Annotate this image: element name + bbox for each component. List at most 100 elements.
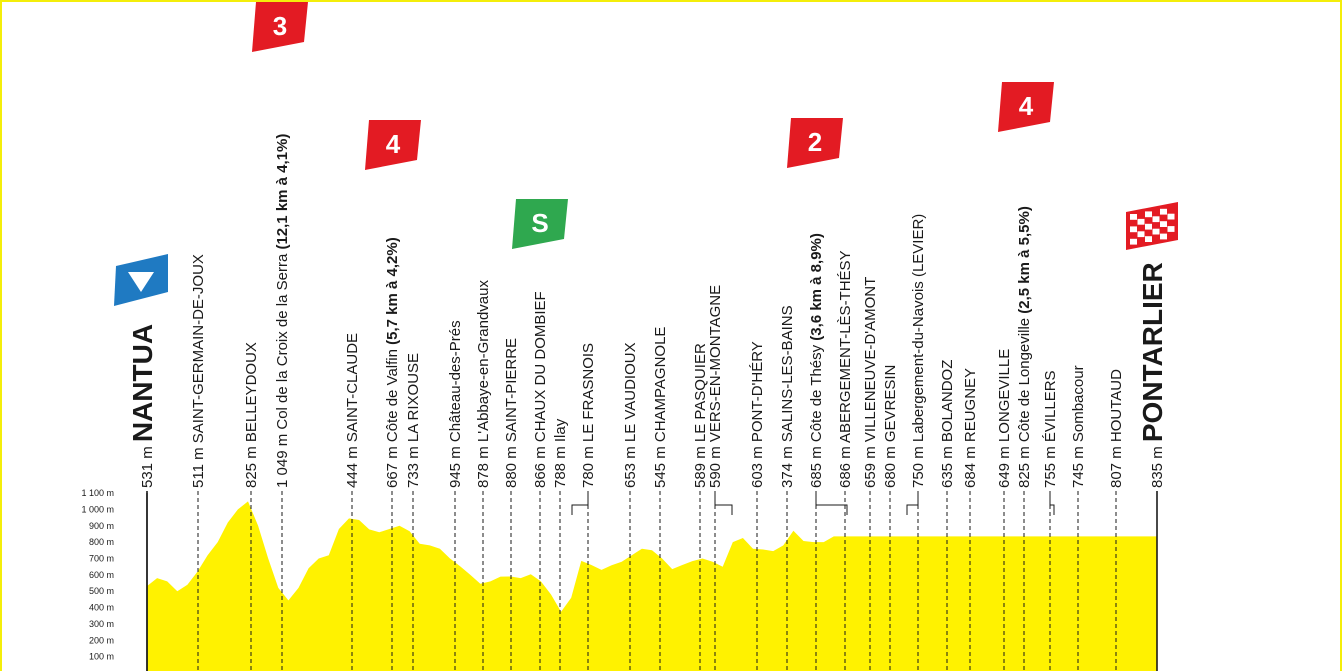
route-marker-elbow <box>815 491 848 515</box>
y-tick-label: 1 000 m <box>81 504 114 514</box>
route-point-name: PONTARLIER <box>1137 262 1168 442</box>
finish-flag-check <box>1160 208 1167 215</box>
route-point-name: Côte de Valfin <box>384 349 401 442</box>
route-point-label: 680 m GEVRESIN <box>882 365 899 488</box>
y-tick-label: 300 m <box>89 619 114 629</box>
route-point-name: VERS-EN-MONTAGNE <box>707 285 724 442</box>
route-point-altitude: 653 m <box>622 442 639 488</box>
route-point-label: 866 m CHAUX DU DOMBIEF <box>532 291 549 488</box>
finish-flag-check <box>1130 226 1137 233</box>
finish-flag-check <box>1145 223 1152 230</box>
route-point-label: 511 m SAINT-GERMAIN-DE-JOUX <box>190 254 207 488</box>
climb-category-badge <box>365 120 421 170</box>
route-point-name: PONT-D'HÉRY <box>749 341 766 442</box>
route-point-name: LA RIXOUSE <box>405 353 422 442</box>
route-point-altitude: 635 m <box>939 442 956 488</box>
route-point-altitude: 659 m <box>862 442 879 488</box>
route-point-name: Col de la Croix de la Serra <box>274 253 291 430</box>
finish-flag-check <box>1130 214 1137 220</box>
route-point-label: 807 m HOUTAUD <box>1108 369 1125 488</box>
finish-flag-check <box>1167 226 1175 232</box>
finish-flag-check <box>1145 211 1152 218</box>
route-point-name: GEVRESIN <box>882 365 899 443</box>
route-point-label: 590 m VERS-EN-MONTAGNE <box>707 285 724 488</box>
route-point-altitude: 589 m <box>692 442 709 488</box>
route-point-name: SAINT-GERMAIN-DE-JOUX <box>190 254 207 443</box>
badge-label: S <box>531 208 548 238</box>
finish-flag-check <box>1167 213 1175 220</box>
route-point-altitude: 1 049 m <box>274 430 291 488</box>
route-point-altitude: 745 m <box>1070 442 1087 488</box>
route-point-altitude: 755 m <box>1042 442 1059 488</box>
route-point-altitude: 680 m <box>882 442 899 488</box>
route-point-label: 635 m BOLANDOZ <box>939 360 956 488</box>
route-point-label: 945 m Château-des-Prés <box>447 320 464 488</box>
route-point-name: SAINT-CLAUDE <box>344 333 361 442</box>
route-point-altitude: 750 m <box>910 442 927 488</box>
route-point-label: 667 m Côte de Valfin (5,7 km à 4,2%) <box>384 237 401 488</box>
route-point-label: 603 m PONT-D'HÉRY <box>749 341 766 488</box>
route-point-altitude: 780 m <box>580 442 597 488</box>
y-tick-label: 500 m <box>89 586 114 596</box>
route-point-name: VILLENEUVE-D'AMONT <box>862 277 879 442</box>
route-point-label: 659 m VILLENEUVE-D'AMONT <box>862 277 879 488</box>
y-tick-label: 600 m <box>89 570 114 580</box>
route-point-label: 545 m CHAMPAGNOLE <box>652 327 669 488</box>
route-point-label: 374 m SALINS-LES-BAINS <box>779 305 796 488</box>
route-point-name: L'Abbaye-en-Grandvaux <box>475 280 492 443</box>
route-point-altitude: 788 m <box>552 442 569 488</box>
route-point-label: 835 m PONTARLIER <box>1137 262 1168 488</box>
route-point-label: 733 m LA RIXOUSE <box>405 353 422 488</box>
finish-flag-check <box>1152 228 1160 235</box>
badge-label: 4 <box>1019 91 1034 121</box>
route-point-label: 825 m Côte de Longeville (2,5 km à 5,5%) <box>1016 206 1033 488</box>
route-point-name: NANTUA <box>127 324 158 442</box>
profile-area <box>147 501 1157 671</box>
route-point-name: Sombacour <box>1070 365 1087 442</box>
route-point-label: 825 m BELLEYDOUX <box>243 342 260 488</box>
route-point-altitude: 531 m <box>139 442 156 488</box>
route-point-name: CHAUX DU DOMBIEF <box>532 291 549 442</box>
route-point-name: BELLEYDOUX <box>243 342 260 442</box>
route-point-label: 755 m ÉVILLERS <box>1042 370 1059 488</box>
badge-label: 2 <box>808 127 822 157</box>
route-point-altitude: 444 m <box>344 442 361 488</box>
y-tick-label: 200 m <box>89 635 114 645</box>
route-point-altitude: 684 m <box>962 442 979 488</box>
route-point-label: 444 m SAINT-CLAUDE <box>344 333 361 488</box>
route-point-name: LE PASQUIER <box>692 343 709 442</box>
route-point-altitude: 733 m <box>405 442 422 488</box>
route-point-label: 589 m LE PASQUIER <box>692 343 709 488</box>
finish-flag-check <box>1137 218 1145 225</box>
route-point-name: BOLANDOZ <box>939 360 956 443</box>
y-tick-label: 800 m <box>89 537 114 547</box>
badge-label: 3 <box>273 11 287 41</box>
route-marker-elbow <box>906 491 919 515</box>
route-point-label: 531 m NANTUA <box>127 324 158 488</box>
climb-details: (2,5 km à 5,5%) <box>1016 206 1033 318</box>
route-point-altitude: 603 m <box>749 442 766 488</box>
route-point-altitude: 807 m <box>1108 442 1125 488</box>
route-point-label: 750 m Labergement-du-Navois (LEVIER) <box>910 214 927 488</box>
route-point-altitude: 545 m <box>652 442 669 488</box>
route-marker-elbow <box>714 491 733 515</box>
y-tick-label: 900 m <box>89 521 114 531</box>
route-point-label: 780 m LE FRASNOIS <box>580 343 597 488</box>
finish-flag-check <box>1145 236 1152 242</box>
y-tick-label: 1 100 m <box>81 488 114 498</box>
route-point-altitude: 590 m <box>707 442 724 488</box>
finish-flag-check <box>1160 233 1167 240</box>
y-tick-label: 700 m <box>89 553 114 563</box>
route-point-altitude: 866 m <box>532 442 549 488</box>
route-point-name: LE FRASNOIS <box>580 343 597 442</box>
climb-details: (12,1 km à 4,1%) <box>274 134 291 254</box>
route-marker-elbow <box>571 491 589 515</box>
route-point-name: Château-des-Prés <box>447 320 464 442</box>
route-point-label: 745 m Sombacour <box>1070 365 1087 488</box>
climb-details: (5,7 km à 4,2%) <box>384 237 401 349</box>
route-point-altitude: 835 m <box>1149 442 1166 488</box>
route-point-label: 788 m Ilay <box>552 418 569 488</box>
route-point-label: 880 m SAINT-PIERRE <box>503 338 520 488</box>
route-marker-elbow <box>1049 491 1055 515</box>
